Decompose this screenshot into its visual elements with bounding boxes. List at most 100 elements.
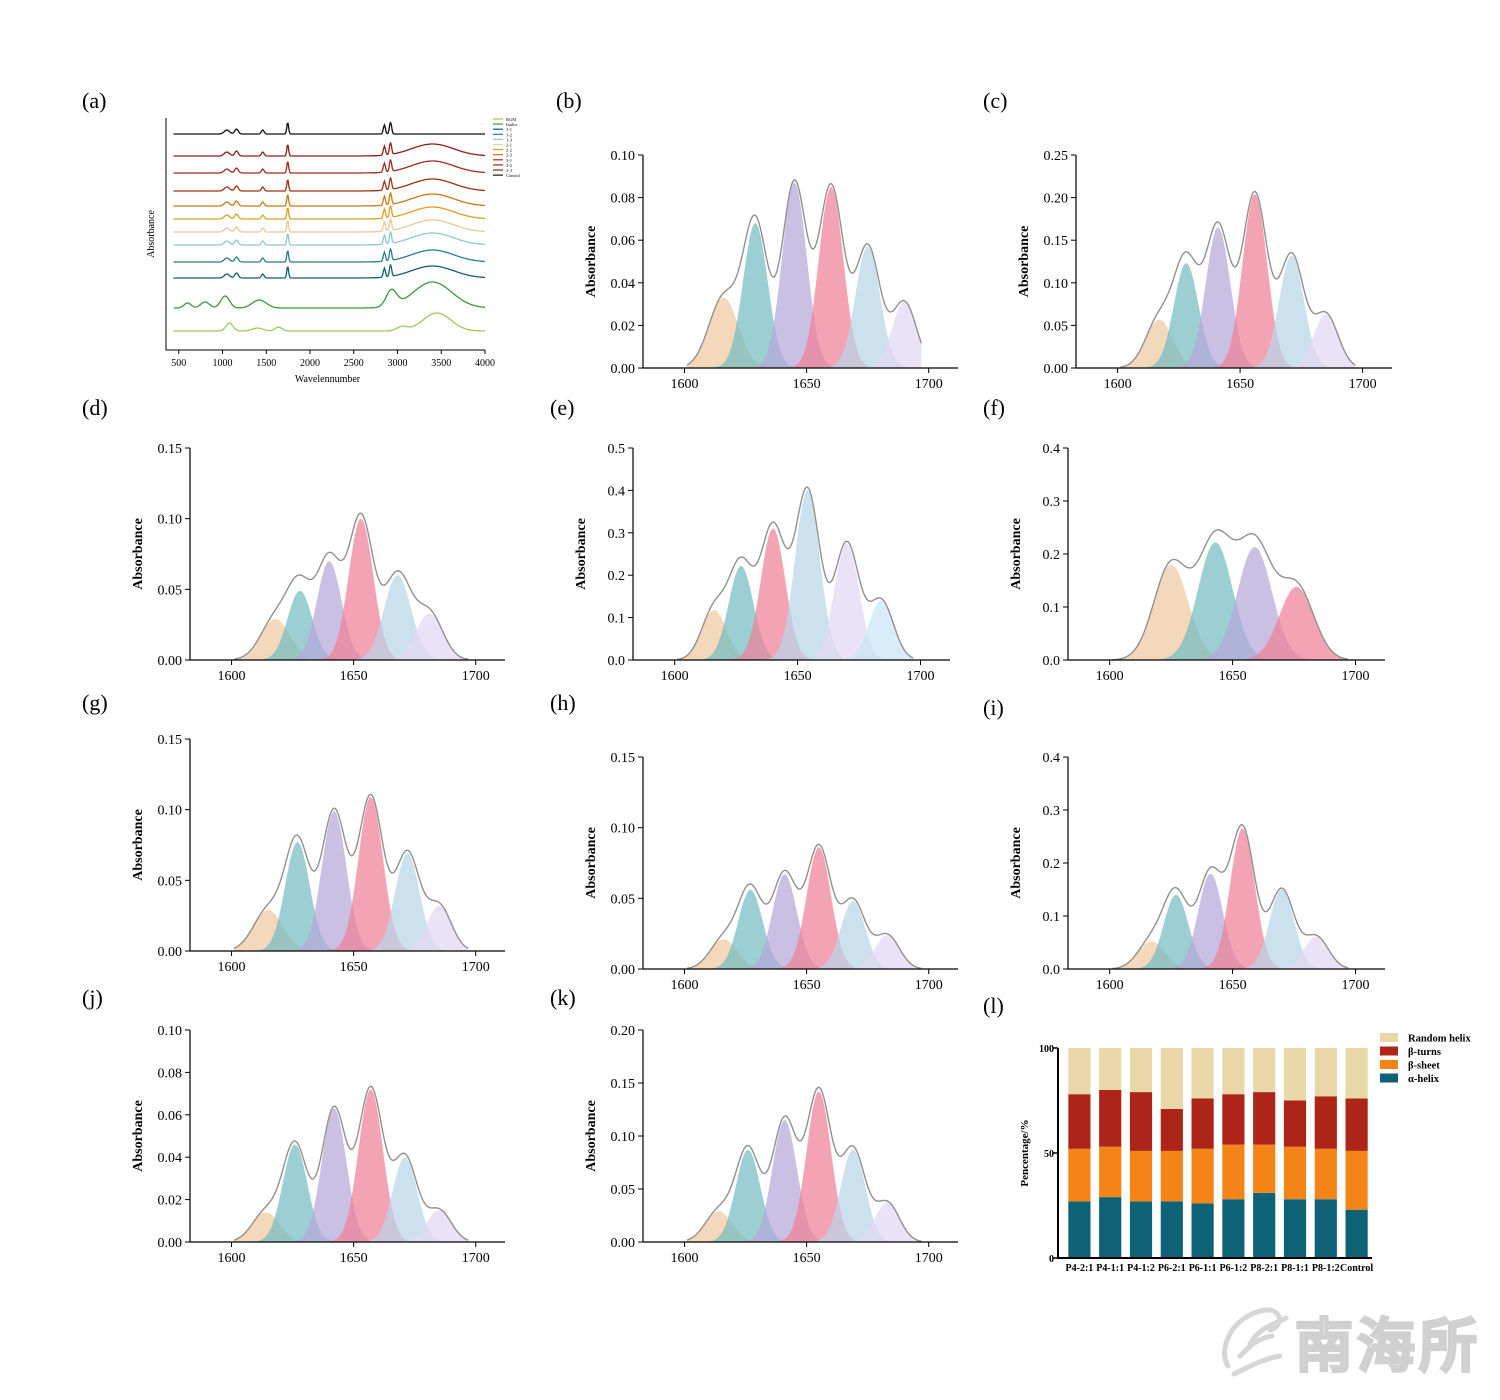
y-tick-label: 0.10 [158,513,183,528]
fitted-peak [1112,889,1349,969]
y-axis-label: Absorbance [1009,518,1024,590]
bar-segment [1160,1201,1183,1258]
bar-segment [1191,1203,1214,1258]
x-tick-label: 1600 [218,960,246,975]
y-tick-label: 0.05 [1044,319,1069,334]
x-axis-label: Wavelennumber [295,374,361,385]
bar-segment [1129,1201,1153,1258]
legend-label: RGM [506,117,516,122]
bar-segment [1222,1199,1245,1258]
y-tick-label: 0.10 [158,804,183,819]
y-tick-label: 0.2 [1043,548,1061,563]
fitted-peak [1120,255,1356,368]
bar-segment [1345,1048,1368,1099]
legend-label: Control [506,173,521,178]
x-tick-label: 1700 [915,1251,943,1266]
x-tick-label: 1650 [793,978,821,993]
bar-segment [1314,1096,1337,1149]
fitted-peak [677,543,914,660]
x-tick-label: 1700 [462,669,490,684]
fitted-peak [686,901,922,969]
bar-segment [1068,1201,1091,1258]
legend-swatch [1380,1060,1398,1069]
y-tick-label: 0.00 [158,654,183,669]
y-tick-label: 0.4 [1043,442,1061,457]
y-tick-label: 0.20 [611,1024,636,1039]
x-tick-label: P8-1:2 [1312,1263,1340,1274]
legend-label: 3-1 [506,158,512,163]
fitted-peak [686,935,922,969]
legend-label: 2-2 [506,148,512,153]
y-tick-label: 0.04 [611,277,636,292]
x-tick-label: 2000 [300,358,320,369]
fitted-peak [686,182,922,368]
x-tick-label: P4-1:1 [1096,1263,1124,1274]
y-tick-label: 0.15 [611,1077,636,1092]
bar-segment [1345,1209,1368,1258]
panel-label: (e) [550,395,574,420]
bar-segment [1129,1048,1153,1093]
y-axis-label: Absorbance [584,1100,599,1172]
bar-segment [1160,1048,1183,1109]
y-tick-label: 50 [1044,1149,1054,1160]
panel-label: (i) [983,695,1004,720]
y-tick-label: 0.15 [158,442,183,457]
fitted-peak [1120,314,1356,368]
panel-label: (j) [82,985,103,1010]
fitted-peak [233,613,469,660]
x-tick-label: 1600 [671,978,699,993]
bar-segment [1283,1199,1307,1258]
y-tick-label: 100 [1039,1044,1054,1055]
y-tick-label: 0.1 [1043,601,1061,616]
bar-segment [1314,1199,1337,1258]
bar-segment [1191,1098,1214,1149]
spectrum-line [173,177,486,192]
chart-deconvolution: 0.00 0.02 0.04 0.06 0.08 0.10 1600 1650 1700 Abso… [131,1024,505,1266]
bar-segment [1068,1048,1091,1095]
envelope-line [233,793,469,950]
bar-segment [1253,1192,1276,1258]
y-tick-label: 0.0 [608,654,626,669]
fitted-peak [1112,564,1349,660]
x-tick-label: P6-2:1 [1158,1263,1186,1274]
y-tick-label: 0.10 [1044,277,1069,292]
bar-segment [1253,1048,1276,1093]
y-tick-label: 0.0 [1043,654,1061,669]
bar-segment [1129,1092,1153,1151]
y-tick-label: 0.00 [1044,362,1069,377]
y-tick-label: 0.3 [1043,495,1061,510]
legend-label: 3-3 [506,168,513,173]
legend-label: β-sheet [1408,1061,1440,1072]
x-tick-label: 1500 [256,358,276,369]
bar-segment [1099,1197,1122,1258]
bar-segment [1283,1100,1307,1147]
y-tick-label: 0.1 [608,612,626,627]
y-tick-label: 0.2 [1043,857,1061,872]
y-tick-label: 0.15 [1044,234,1069,249]
y-tick-label: 0.5 [608,442,626,457]
fitted-peak [686,889,922,969]
y-tick-label: 0.05 [611,1183,636,1198]
y-tick-label: 0.05 [158,874,183,889]
x-tick-label: 1650 [340,960,368,975]
y-tick-label: 0.4 [608,484,626,499]
y-tick-label: 0.2 [608,569,626,584]
x-tick-label: 1700 [1349,377,1377,392]
fitted-peak [233,842,469,951]
fitted-peak [1112,547,1349,660]
bar-segment [1099,1090,1122,1147]
x-tick-label: P8-2:1 [1250,1263,1278,1274]
y-tick-label: 0.10 [158,1024,183,1039]
y-axis-label: Absorbance [584,827,599,899]
bar-segment [1129,1150,1153,1202]
legend-swatch [1380,1033,1398,1042]
bar-segment [1314,1048,1337,1097]
fitted-peak [686,223,922,368]
envelope-line [1119,190,1356,368]
bar-segment [1160,1108,1183,1151]
fitted-peak [1120,263,1356,368]
x-tick-label: P4-2:1 [1066,1263,1094,1274]
panel-label: (c) [983,88,1007,113]
fitted-peak [233,796,469,951]
